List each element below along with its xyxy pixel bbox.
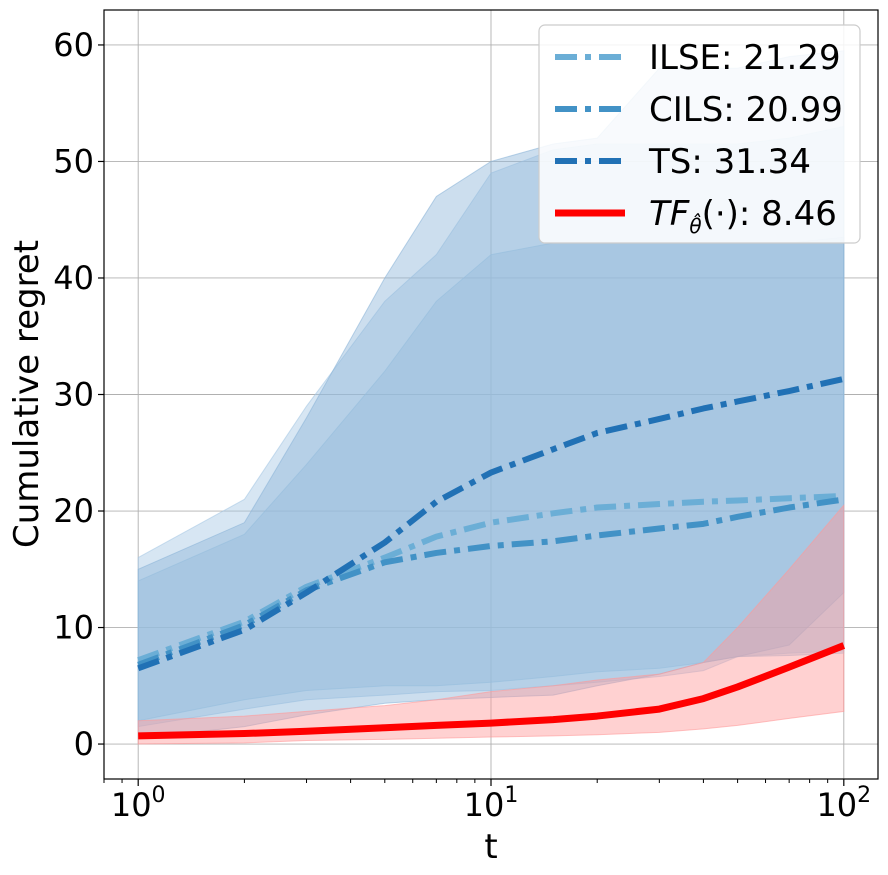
y-tick-label: 10: [53, 609, 94, 647]
x-tick-exponent: 2: [857, 783, 871, 808]
x-axis-label: t: [484, 827, 497, 867]
legend-label-cils: CILS: 20.99: [649, 90, 843, 130]
x-tick-exponent: 0: [152, 783, 166, 808]
legend: ILSE: 21.29 CILS: 20.99 TS: 31.34 TFθ̂(·): …: [538, 24, 861, 244]
y-tick-label: 50: [53, 142, 94, 180]
x-tick-label: 101: [464, 783, 519, 824]
x-tick-base: 10: [464, 786, 505, 824]
x-tick-label: 102: [816, 783, 871, 824]
legend-box: [538, 24, 861, 244]
x-tick-base: 10: [816, 786, 857, 824]
legend-label-ilse: ILSE: 21.29: [649, 38, 841, 78]
line-tf: [138, 642, 846, 740]
legend-label-tf: TFθ̂(·): 8.46: [649, 194, 837, 238]
y-tick-label: 60: [53, 26, 94, 64]
line-ts: [137, 375, 845, 672]
y-tick-label: 0: [74, 725, 94, 763]
legend-label-ts: TS: 31.34: [648, 142, 811, 182]
x-tick-base: 10: [111, 786, 152, 824]
y-axis-label: Cumulative regret: [7, 240, 47, 548]
series-lines: [137, 375, 846, 740]
x-tick-exponent: 1: [504, 783, 518, 808]
y-tick-label: 20: [53, 492, 94, 530]
y-tick-label: 40: [53, 259, 94, 297]
line-ilse: [137, 492, 844, 663]
band-tf: [137, 503, 845, 745]
x-tick-label: 100: [111, 783, 166, 824]
y-tick-label: 30: [53, 376, 94, 414]
